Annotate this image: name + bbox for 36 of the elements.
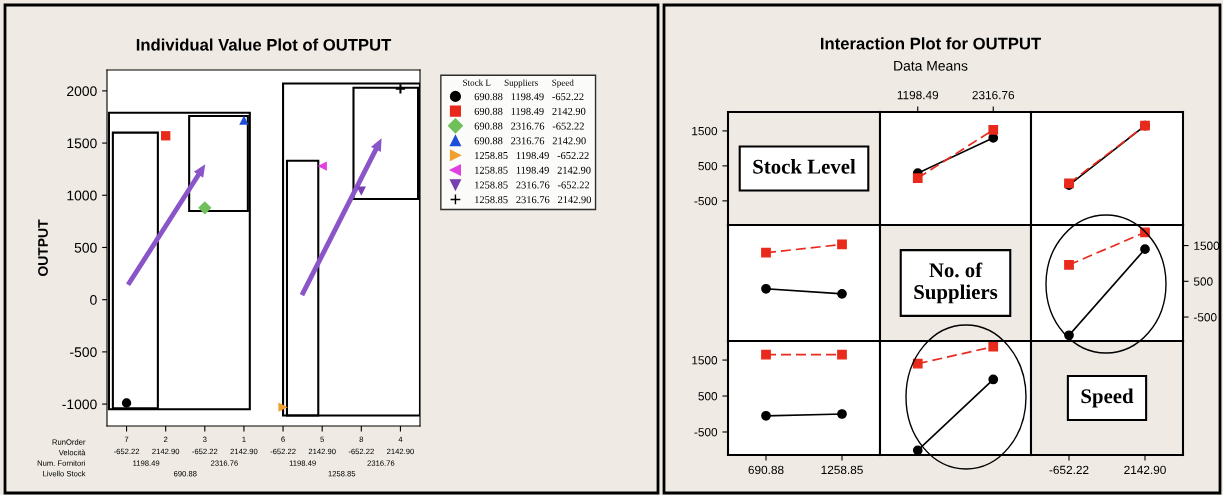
y-tick-label: 2000 [67, 86, 97, 97]
y-tick-label: 1500 [67, 138, 97, 149]
legend-label: 690.88 2316.76 2142.90 [474, 137, 586, 145]
y-tick-label: -500 [694, 428, 718, 437]
y-tick-label: -500 [70, 347, 97, 358]
annotation: Speed [1081, 388, 1134, 408]
y-tick-label: 1500 [1194, 241, 1220, 250]
legend-label: 1258.85 1198.49 2142.90 [475, 166, 591, 174]
legend-label: 690.88 1198.49 -652.22 [474, 93, 584, 101]
legend-label: 1258.85 2316.76 -652.22 [475, 181, 590, 189]
y-tick-label: -500 [1193, 313, 1217, 322]
y-tick-label: 500 [698, 161, 718, 171]
x-tick-label: 690.88 [748, 465, 784, 475]
x-tick-label: 2142.90 [1124, 465, 1166, 475]
legend-label: 690.88 1198.49 2142.90 [474, 107, 586, 115]
y-tick-label: 500 [698, 392, 718, 401]
y-tick-label: 0 [90, 295, 97, 305]
x-tick-label: 1258.85 [821, 465, 863, 475]
chart-subtitle: Data Means [894, 61, 968, 71]
legend-title: Stock L Suppliers Speed [463, 79, 574, 88]
y-tick-label: -500 [694, 196, 718, 206]
x-tick-label: -652.22 [1049, 465, 1089, 475]
annotation: No. of Suppliers [914, 262, 998, 304]
y-tick-label: 1500 [692, 356, 718, 365]
y-tick-label: 1500 [692, 126, 718, 136]
legend-label: 1258.85 1198.49 -652.22 [475, 152, 589, 160]
y-tick-label: -1000 [62, 399, 97, 410]
y-tick-label: 1000 [67, 190, 97, 201]
legend-label: 690.88 2316.76 -652.22 [474, 122, 584, 130]
y-axis-title: OUTPUT [38, 219, 48, 276]
y-tick-label: 500 [74, 242, 97, 253]
chart-title: Individual Value Plot of OUTPUT [136, 38, 392, 51]
y-tick-label: 500 [1193, 277, 1213, 286]
legend-label: 1258.85 2316.76 2142.90 [475, 196, 591, 204]
chart-title: Interaction Plot for OUTPUT [820, 37, 1041, 50]
annotation: Stock Level [753, 159, 856, 174]
